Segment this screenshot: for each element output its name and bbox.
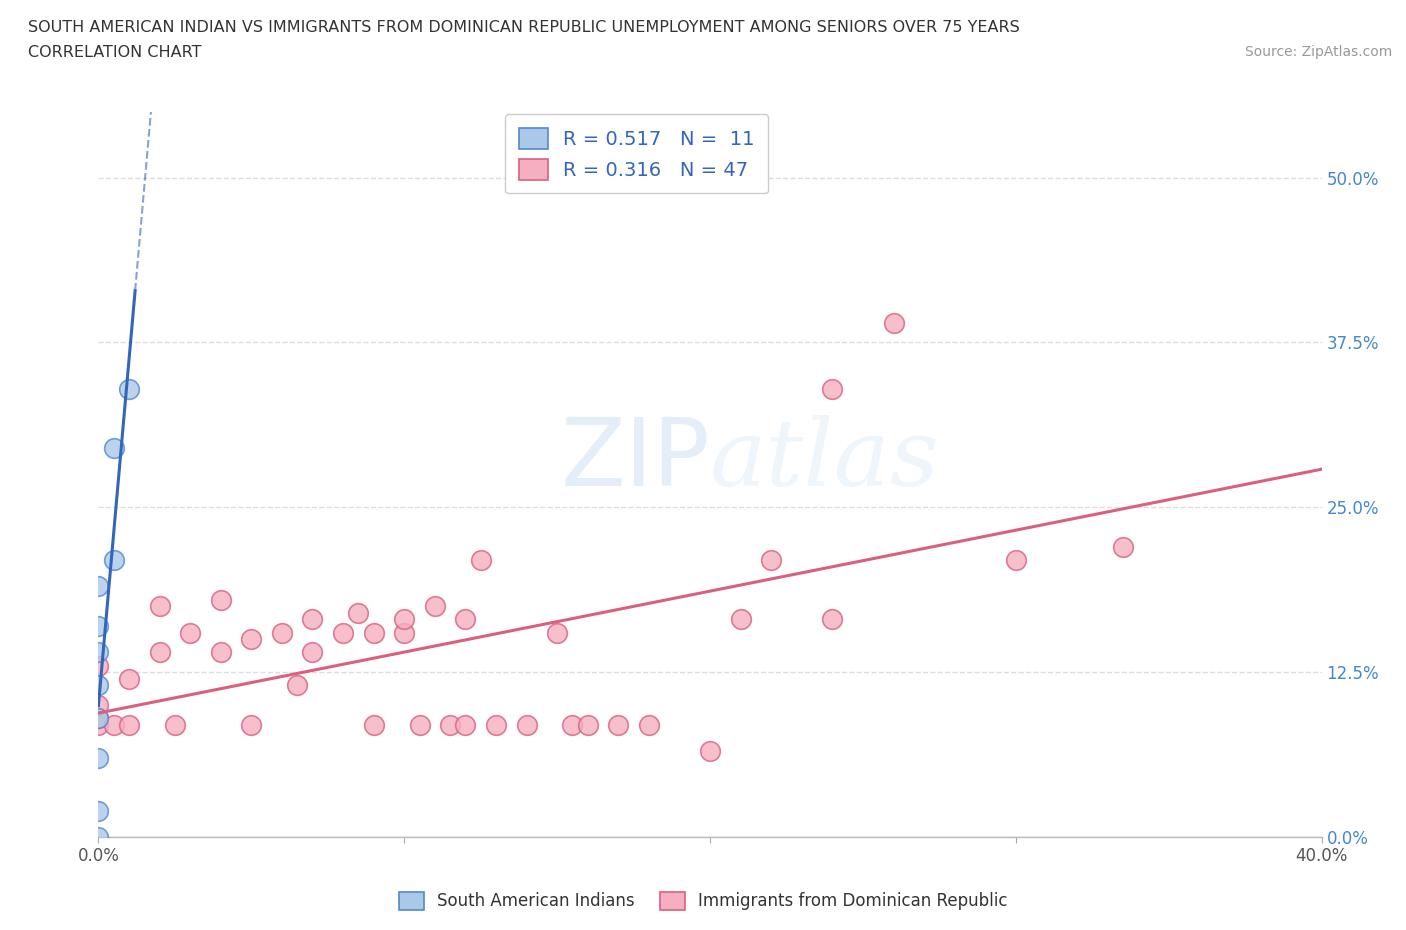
Point — [118, 381, 141, 396]
Point — [546, 625, 568, 640]
Text: CORRELATION CHART: CORRELATION CHART — [28, 45, 201, 60]
Point — [87, 717, 110, 732]
Legend: R = 0.517   N =  11, R = 0.316   N = 47: R = 0.517 N = 11, R = 0.316 N = 47 — [505, 114, 768, 193]
Point — [347, 605, 370, 620]
Point — [516, 717, 538, 732]
Point — [392, 625, 416, 640]
Text: Source: ZipAtlas.com: Source: ZipAtlas.com — [1244, 45, 1392, 59]
Point — [408, 717, 430, 732]
Point — [454, 717, 477, 732]
Point — [103, 552, 125, 567]
Point — [332, 625, 354, 640]
Text: ZIP: ZIP — [561, 414, 710, 506]
Point — [179, 625, 201, 640]
Point — [149, 644, 172, 659]
Point — [87, 804, 110, 818]
Point — [821, 612, 844, 627]
Text: SOUTH AMERICAN INDIAN VS IMMIGRANTS FROM DOMINICAN REPUBLIC UNEMPLOYMENT AMONG S: SOUTH AMERICAN INDIAN VS IMMIGRANTS FROM… — [28, 20, 1019, 35]
Point — [118, 671, 141, 686]
Point — [209, 592, 232, 607]
Point — [87, 579, 110, 594]
Point — [87, 644, 110, 659]
Point — [240, 717, 263, 732]
Point — [363, 717, 385, 732]
Point — [561, 717, 583, 732]
Legend: South American Indians, Immigrants from Dominican Republic: South American Indians, Immigrants from … — [392, 885, 1014, 917]
Point — [163, 717, 186, 732]
Point — [485, 717, 508, 732]
Point — [240, 631, 263, 646]
Point — [301, 612, 323, 627]
Point — [87, 711, 110, 725]
Point — [439, 717, 461, 732]
Point — [423, 599, 446, 614]
Point — [607, 717, 630, 732]
Point — [301, 644, 323, 659]
Point — [103, 441, 125, 456]
Point — [470, 552, 492, 567]
Point — [209, 644, 232, 659]
Point — [87, 678, 110, 693]
Point — [87, 618, 110, 633]
Point — [883, 315, 905, 330]
Point — [576, 717, 599, 732]
Point — [103, 717, 125, 732]
Point — [87, 658, 110, 673]
Point — [87, 711, 110, 725]
Point — [87, 751, 110, 765]
Point — [87, 698, 110, 712]
Point — [454, 612, 477, 627]
Point — [392, 612, 416, 627]
Point — [87, 830, 110, 844]
Point — [285, 678, 308, 693]
Point — [730, 612, 752, 627]
Point — [270, 625, 292, 640]
Point — [149, 599, 172, 614]
Point — [699, 744, 721, 759]
Point — [821, 381, 844, 396]
Point — [1004, 552, 1026, 567]
Point — [363, 625, 385, 640]
Point — [637, 717, 661, 732]
Point — [118, 717, 141, 732]
Text: atlas: atlas — [710, 415, 939, 505]
Point — [759, 552, 782, 567]
Point — [1112, 539, 1135, 554]
